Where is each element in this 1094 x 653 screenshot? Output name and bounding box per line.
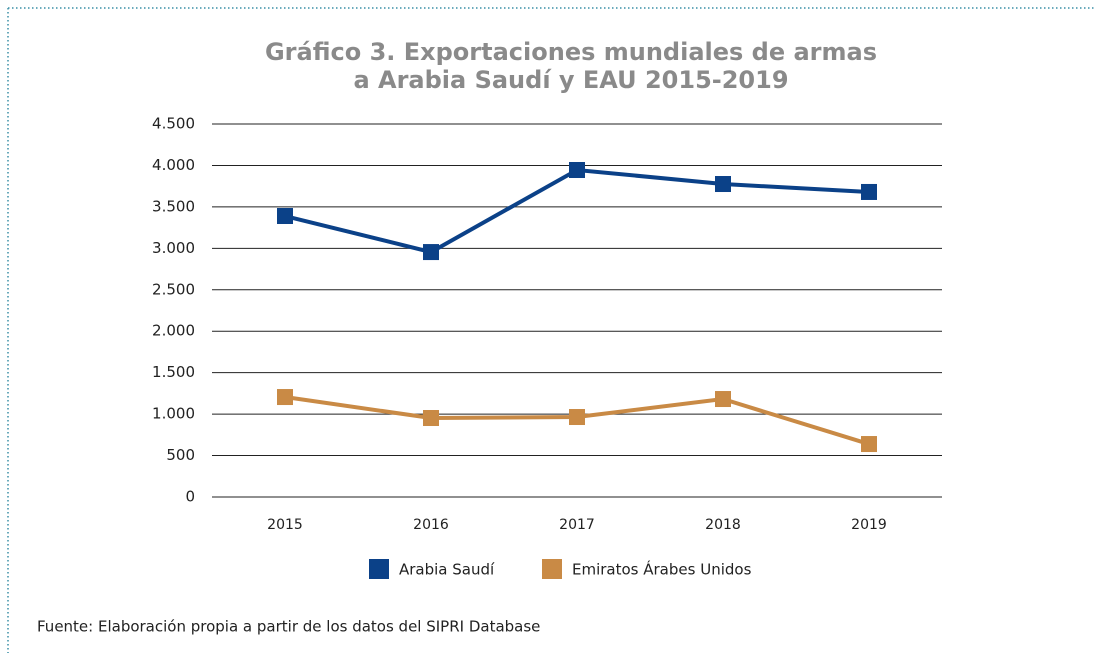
- y-tick-label: 3.000: [152, 239, 195, 257]
- chart-title: Gráfico 3. Exportaciones mundiales de ar…: [265, 38, 877, 66]
- point-marker: [423, 244, 439, 261]
- source-note: Fuente: Elaboración propia a partir de l…: [37, 618, 540, 636]
- x-tick-label: 2019: [851, 517, 887, 533]
- y-tick-label: 4.000: [152, 156, 195, 174]
- y-tick-label: 2.000: [152, 322, 195, 340]
- legend-label: Arabia Saudí: [399, 561, 495, 579]
- point-marker: [569, 162, 585, 179]
- y-tick-label: 500: [166, 446, 195, 464]
- legend-label: Emiratos Árabes Unidos: [572, 560, 752, 579]
- x-tick-label: 2015: [267, 517, 303, 533]
- y-tick-label: 0: [185, 488, 195, 506]
- y-tick-label: 3.500: [152, 197, 195, 215]
- point-marker: [569, 409, 585, 426]
- legend-swatch: [542, 559, 562, 579]
- y-tick-label: 2.500: [152, 280, 195, 298]
- point-marker: [277, 389, 293, 406]
- point-marker: [861, 436, 877, 453]
- point-marker: [715, 391, 731, 408]
- x-tick-label: 2018: [705, 517, 741, 533]
- chart-title: a Arabia Saudí y EAU 2015-2019: [353, 66, 788, 94]
- point-marker: [423, 410, 439, 427]
- y-tick-label: 1.000: [152, 405, 195, 423]
- legend-swatch: [369, 559, 389, 579]
- x-tick-label: 2016: [413, 517, 449, 533]
- point-marker: [861, 183, 877, 200]
- point-marker: [277, 208, 293, 225]
- y-tick-label: 4.500: [152, 115, 195, 133]
- x-tick-label: 2017: [559, 517, 595, 533]
- point-marker: [715, 176, 731, 193]
- series-line: [284, 167, 870, 255]
- y-tick-label: 1.500: [152, 363, 195, 381]
